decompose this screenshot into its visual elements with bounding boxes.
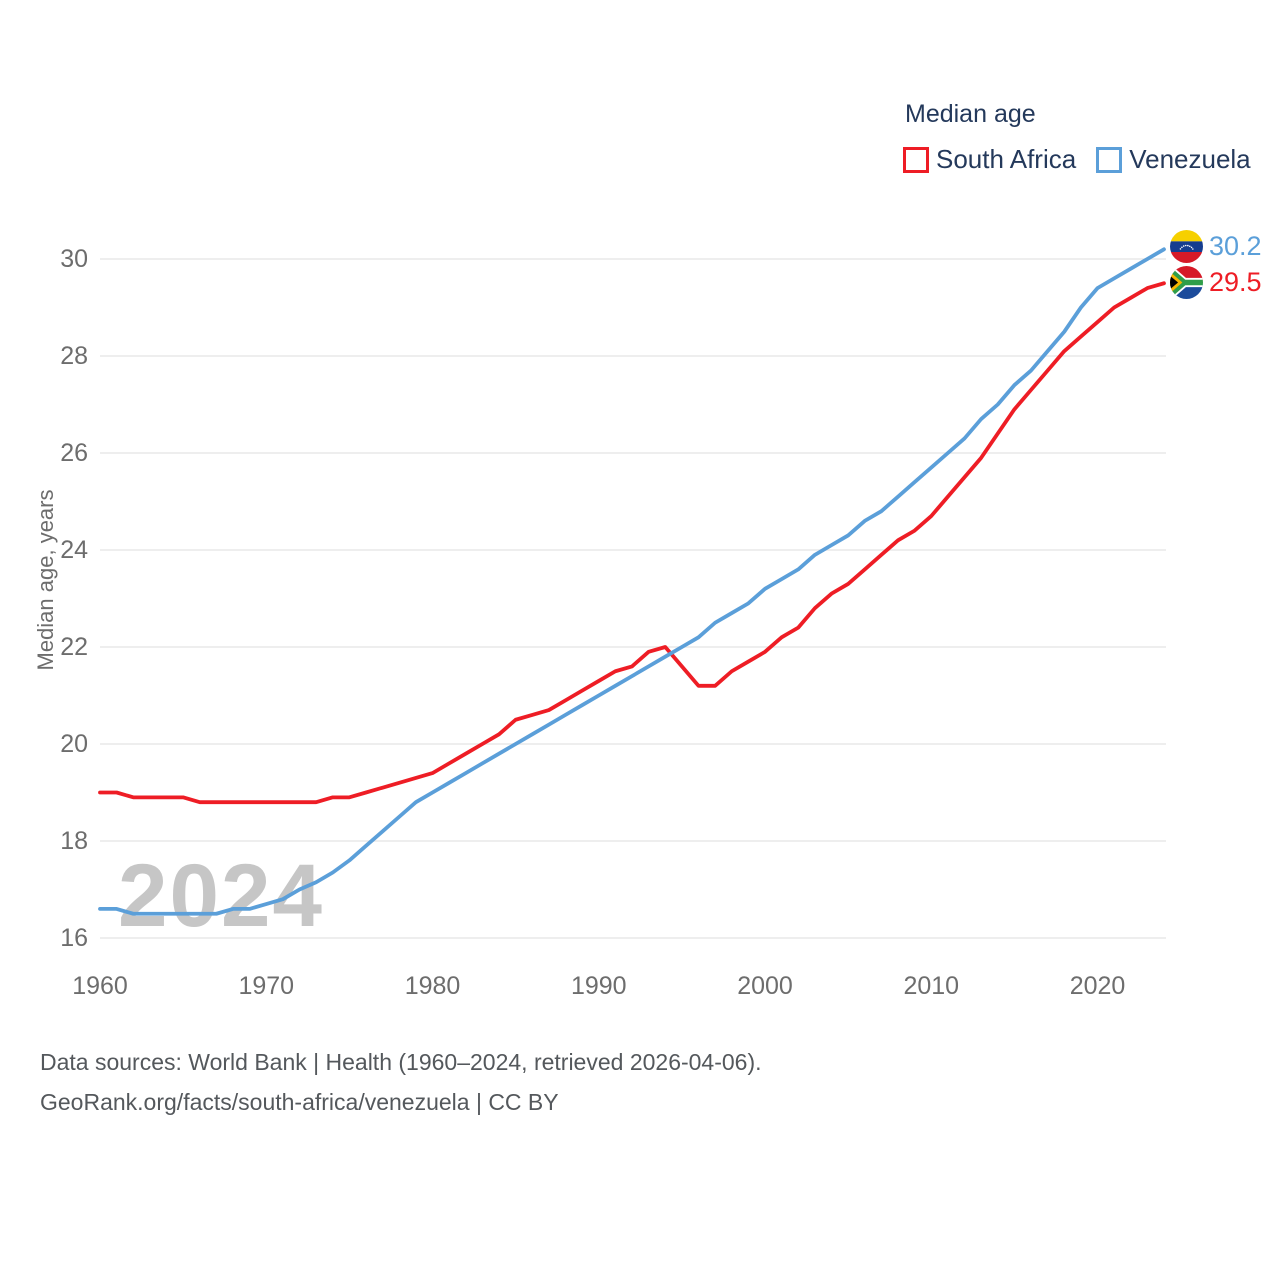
- south-africa-flag-icon: [1170, 266, 1203, 299]
- x-tick-label-1990: 1990: [570, 972, 627, 1000]
- venezuela-flag-icon: [1170, 230, 1203, 263]
- end-value-venezuela: 30.2: [1209, 231, 1262, 261]
- legend-items: South Africa Venezuela: [903, 144, 1251, 175]
- end-label-south-africa: 29.5: [1170, 266, 1262, 299]
- x-tick-label-1970: 1970: [238, 972, 295, 1000]
- x-tick-label-1960: 1960: [72, 972, 128, 1000]
- footer-attribution: GeoRank.org/facts/south-africa/venezuela…: [40, 1089, 559, 1115]
- footer-data-sources: Data sources: World Bank | Health (1960–…: [40, 1049, 762, 1075]
- y-tick-label-24: 24: [60, 536, 88, 564]
- end-label-venezuela: 30.2: [1170, 230, 1262, 263]
- legend-label-venezuela: Venezuela: [1129, 144, 1251, 174]
- y-tick-label-30: 30: [60, 245, 88, 273]
- x-tick-label-2010: 2010: [903, 972, 960, 1000]
- x-tick-label-2000: 2000: [737, 972, 793, 1000]
- y-tick-label-20: 20: [60, 730, 88, 758]
- south-africa-swatch-icon: [903, 146, 929, 173]
- x-tick-label-2020: 2020: [1069, 972, 1126, 1000]
- y-tick-label-28: 28: [60, 342, 88, 370]
- x-tick-label-1980: 1980: [404, 972, 461, 1000]
- legend-title: Median age: [905, 100, 1036, 128]
- footer: Data sources: World Bank | Health (1960–…: [40, 1042, 762, 1122]
- legend: Median age South Africa Venezuela: [903, 100, 1251, 175]
- y-tick-label-22: 22: [60, 633, 88, 661]
- line-venezuela: [98, 247, 1166, 916]
- line-south-africa: [98, 281, 1166, 805]
- y-tick-label-26: 26: [60, 439, 88, 467]
- y-tick-label-18: 18: [60, 827, 88, 855]
- end-value-south-africa: 29.5: [1209, 267, 1262, 297]
- venezuela-swatch-icon: [1096, 146, 1123, 173]
- y-tick-label-16: 16: [60, 924, 88, 952]
- legend-label-south-africa: South Africa: [936, 144, 1077, 174]
